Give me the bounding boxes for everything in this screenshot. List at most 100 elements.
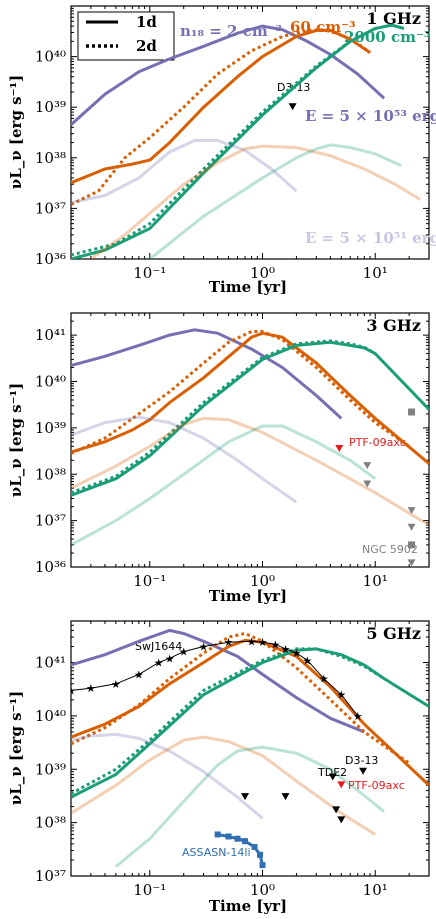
p1-series-n2000-solid-3: [71, 23, 405, 259]
p2-ytick-label: 10³⁶: [35, 558, 66, 576]
p2-series-group: [71, 328, 429, 547]
p3-ytick-label: 10⁴⁰: [35, 707, 66, 725]
energy-label-low: E = 5 × 10⁵¹ erg: [305, 229, 436, 247]
p3-assasn-point: [259, 862, 266, 869]
p3-xtick-label: 10⁰: [250, 881, 275, 899]
panel-3-freq-label: 5 GHz: [366, 624, 421, 643]
p3-series-n60-solid-1: [71, 638, 429, 787]
density-label-60: 60 cm⁻³: [290, 18, 356, 36]
p2-ytick-label: 10³⁷: [35, 512, 66, 530]
swj1644-label: SwJ1644: [135, 640, 182, 653]
p3-swj-point: ★: [66, 684, 76, 697]
p3-assasn-point: [214, 831, 221, 838]
p3-assasn-point: [225, 833, 232, 840]
p1-series-n2-solid-5: [71, 139, 298, 205]
p3-upper-limit-3: [337, 816, 346, 824]
p2-ytick-label: 10⁴⁰: [35, 373, 66, 391]
p2-xtick-label: 10⁻¹: [133, 572, 166, 590]
density-label-2: n₁₈ = 2 cm⁻³: [180, 22, 282, 40]
p1-ytick-label: 10⁴⁰: [35, 48, 66, 66]
ptf-label-3ghz: PTF-09axc: [349, 436, 406, 449]
p3-series-n60-dotted-2: [71, 632, 411, 765]
p1-xtick-label: 10¹: [363, 264, 388, 282]
ylabel-p1: νL_ν [erg s⁻¹]: [7, 75, 25, 189]
p1-series-n2000-dotted-4: [71, 27, 376, 257]
p3-series-n2-solid-0: [71, 628, 365, 734]
p3-ytick-label: 10³⁸: [35, 814, 66, 832]
p3-ytick-label: 10³⁹: [35, 760, 66, 778]
p3-xtick-label: 10⁻¹: [133, 881, 166, 899]
p3-swj-point: ★: [247, 635, 257, 648]
p3-swj-point: ★: [353, 710, 363, 723]
xlabel-p1: Time [yr]: [209, 278, 287, 296]
p2-detection-3: [408, 408, 416, 416]
p2-xtick-label: 10⁰: [250, 572, 275, 590]
p3-series-n60-solid-6: [71, 735, 376, 836]
p3-upper-limit-6: [337, 781, 346, 789]
p1-xtick-label: 10⁰: [250, 264, 275, 282]
p3-series-n2000-solid-3: [71, 647, 429, 799]
ngc5902-label: NGC 5902: [362, 543, 418, 556]
p2-series-n60-solid-1: [71, 331, 429, 465]
p3-assasn-point: [234, 835, 241, 842]
ylabel-p2: νL_ν [erg s⁻¹]: [7, 383, 25, 497]
p2-upper-limit-0: [335, 445, 344, 453]
p2-series-n60-dotted-2: [71, 330, 411, 455]
ylabel-p3: νL_ν [erg s⁻¹]: [7, 691, 25, 805]
ptf-label-5ghz: PTF-09axc: [348, 779, 405, 792]
p1-upper-limit-0: [288, 103, 297, 111]
p2-detection-6: [408, 541, 416, 549]
p1-series-group: [71, 23, 421, 259]
p1-series-n60-dotted-2: [71, 28, 371, 206]
panel-2-frame: [70, 312, 430, 568]
p3-swj-point: ★: [319, 673, 329, 686]
p2-series-n2000-solid-7: [71, 424, 377, 547]
p3-series-n2000-solid-7: [114, 745, 386, 868]
p3-assasn-point: [256, 851, 263, 858]
xlabel-p2: Time [yr]: [209, 587, 287, 605]
p2-ytick-label: 10⁴¹: [35, 326, 66, 344]
p3-series-group: ★ ★ ★★★ ★★ ★ ★ ★ ★ ★ ★ ★★★★★: [66, 628, 429, 869]
p2-ytick-label: 10³⁸: [35, 465, 66, 483]
p1-ytick-label: 10³⁸: [35, 149, 66, 167]
assasn-label: ASSASN-14li: [182, 846, 251, 859]
p3-ytick-label: 10⁴¹: [35, 654, 66, 672]
p2-ytick-label: 10³⁹: [35, 419, 66, 437]
p2-upper-limit-7: [407, 559, 416, 567]
panel-3-frame: [70, 620, 430, 877]
panel-2-freq-label: 3 GHz: [366, 316, 421, 335]
panel-1ghz: 1 GHz 1d 2d n₁₈ = 2 cm⁻³ 60 cm⁻³ 2000 cm…: [70, 5, 436, 260]
p1-ytick-label: 10³⁷: [35, 199, 66, 217]
p3-swj-point: ★: [199, 640, 209, 653]
p1-ytick-label: 10³⁶: [35, 250, 66, 268]
p1-series-n60-solid-6: [89, 144, 421, 259]
p3-assasn-point: [251, 843, 258, 850]
p3-series-n2-solid-5: [71, 732, 264, 820]
p1-ytick-label: 10³⁹: [35, 98, 66, 116]
p1-xtick-label: 10⁻¹: [133, 264, 166, 282]
panel-1-frame: [70, 5, 430, 260]
legend-solid-label: 1d: [136, 13, 157, 31]
p2-series-n2-solid-5: [71, 415, 298, 504]
p3-series-black-solid-9: [71, 640, 359, 717]
p3-upper-limit-1: [281, 793, 290, 801]
p2-xtick-label: 10¹: [363, 572, 388, 590]
p3-ytick-label: 10³⁷: [35, 867, 66, 885]
panel-1-freq-label: 1 GHz: [366, 9, 421, 28]
energy-label-high: E = 5 × 10⁵³ erg: [305, 107, 436, 125]
p3-swj-point: ★: [291, 647, 301, 660]
panel-5ghz: 5 GHz SwJ1644 TDE2 D3-13 PTF-09axc ASSAS…: [70, 620, 430, 877]
xlabel-p3: Time [yr]: [209, 897, 287, 915]
p2-upper-limit-4: [407, 507, 416, 515]
p3-swj-point: ★: [336, 689, 346, 702]
p3-upper-limit-5: [328, 773, 337, 781]
p3-upper-limit-4: [359, 767, 368, 775]
panel-3ghz: 3 GHz PTF-09axc NGC 5902: [70, 312, 430, 568]
legend: 1d 2d: [77, 11, 175, 61]
tde2-label: TDE2: [317, 766, 347, 779]
p1-series-n2-solid-0: [71, 24, 386, 126]
p2-series-n2000-dotted-4: [71, 339, 376, 495]
p3-swj-point: ★: [302, 654, 312, 667]
p1-series-n2000-solid-7: [148, 143, 402, 259]
p3-swj-point: ★: [154, 657, 164, 670]
